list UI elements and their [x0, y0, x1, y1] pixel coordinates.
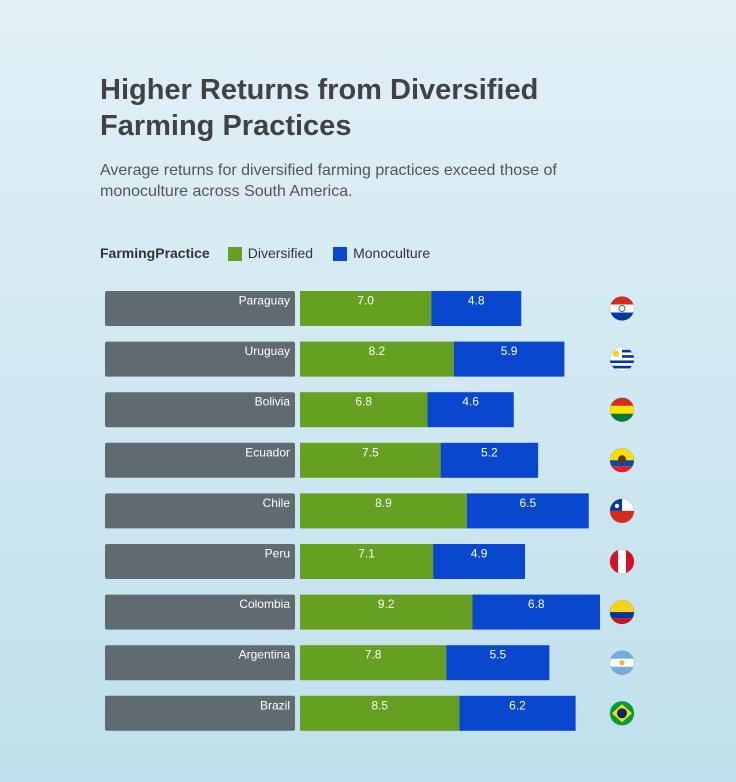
value-label-diversified-argentina: 7.8 [365, 648, 382, 662]
category-box-chile [105, 493, 295, 529]
bar-diversified-ecuador [300, 442, 441, 478]
bar-diversified-paraguay [300, 291, 432, 326]
value-label-diversified-peru: 7.1 [358, 547, 375, 561]
category-box-uruguay [105, 341, 295, 377]
legend-swatch-monoculture [333, 247, 348, 261]
bar-monoculture-brazil [459, 695, 576, 731]
chart-title: Higher Returns from Diversified Farming … [100, 74, 539, 142]
value-label-monoculture-peru: 4.9 [471, 547, 488, 561]
ecuador-flag-icon [609, 447, 635, 473]
brazil-flag-icon [609, 700, 635, 726]
category-label-brazil: Brazil [260, 698, 290, 712]
category-label-bolivia: Bolivia [255, 395, 291, 409]
category-box-colombia [105, 594, 295, 630]
colombia-flag-icon [609, 599, 635, 625]
bar-monoculture-argentina [446, 645, 550, 681]
legend-swatch-diversified [227, 247, 242, 261]
value-label-monoculture-ecuador: 5.2 [481, 445, 498, 459]
value-label-monoculture-colombia: 6.8 [528, 597, 545, 611]
category-box-argentina [105, 645, 295, 681]
value-label-diversified-ecuador: 7.5 [362, 445, 379, 459]
category-box-peru [105, 544, 295, 579]
bar-monoculture-uruguay [453, 341, 565, 377]
category-box-bolivia [105, 392, 295, 428]
bar-monoculture-chile [466, 493, 589, 529]
bar-monoculture-paraguay [431, 291, 522, 326]
category-label-colombia: Colombia [239, 597, 290, 611]
value-label-monoculture-uruguay: 5.9 [501, 344, 518, 358]
category-label-argentina: Argentina [239, 648, 291, 662]
value-label-diversified-bolivia: 6.8 [355, 395, 372, 409]
category-box-brazil [105, 695, 295, 731]
value-label-diversified-chile: 8.9 [375, 496, 392, 510]
peru-flag-icon [609, 549, 635, 574]
category-box-paraguay [105, 291, 295, 326]
legend-label-monoculture: Monoculture [353, 245, 431, 261]
bar-diversified-bolivia [300, 392, 428, 428]
legend-item-monoculture[interactable]: Monoculture [333, 245, 430, 261]
chile-flag-icon [609, 498, 635, 524]
bar-diversified-colombia [300, 594, 473, 630]
argentina-flag-icon [609, 650, 635, 676]
category-label-ecuador: Ecuador [245, 445, 290, 459]
value-label-diversified-brazil: 8.5 [371, 698, 388, 712]
paraguay-flag-icon [609, 296, 635, 321]
legend-item-diversified[interactable]: Diversified [227, 245, 314, 261]
bar-monoculture-peru [433, 544, 525, 579]
uruguay-flag-icon [609, 346, 635, 372]
bar-monoculture-ecuador [440, 442, 539, 478]
value-label-monoculture-bolivia: 4.6 [462, 395, 479, 409]
bar-monoculture-bolivia [427, 392, 514, 428]
bolivia-flag-icon [609, 397, 635, 423]
bar-diversified-chile [300, 493, 467, 529]
category-label-uruguay: Uruguay [245, 344, 290, 358]
bar-diversified-brazil [300, 695, 460, 731]
category-box-ecuador [105, 442, 295, 478]
category-label-chile: Chile [263, 496, 291, 510]
value-label-monoculture-paraguay: 4.8 [468, 294, 485, 308]
value-label-monoculture-chile: 6.5 [519, 496, 536, 510]
bar-diversified-peru [300, 544, 434, 579]
bar-diversified-uruguay [300, 341, 454, 377]
category-label-paraguay: Paraguay [239, 294, 290, 308]
bar-monoculture-colombia [472, 594, 600, 630]
category-label-peru: Peru [265, 547, 290, 561]
value-label-monoculture-argentina: 5.5 [489, 648, 506, 662]
value-label-monoculture-brazil: 6.2 [509, 698, 526, 712]
legend-label-diversified: Diversified [247, 245, 314, 261]
chart-subtitle: Average returns for diversified farming … [100, 162, 557, 200]
value-label-diversified-uruguay: 8.2 [369, 344, 386, 358]
legend-title: FarmingPractice [100, 245, 210, 261]
value-label-diversified-paraguay: 7.0 [357, 294, 374, 308]
value-label-diversified-colombia: 9.2 [378, 597, 395, 611]
legend: FarmingPractice Diversified Monoculture [100, 242, 450, 264]
bar-diversified-argentina [300, 645, 447, 681]
